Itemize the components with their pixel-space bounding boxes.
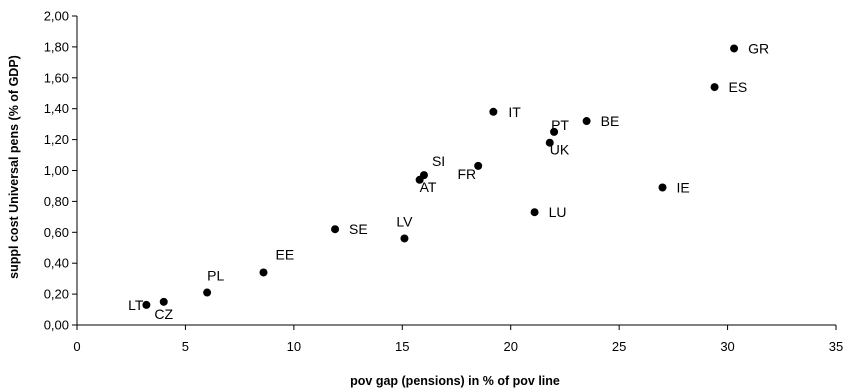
data-point-lt bbox=[142, 300, 151, 309]
point-label-pt: PT bbox=[551, 117, 569, 133]
x-tick-label: 30 bbox=[720, 339, 734, 354]
data-point-uk bbox=[545, 138, 554, 147]
data-point-lv bbox=[400, 234, 409, 243]
point-label-lu: LU bbox=[549, 204, 567, 220]
point-label-at: AT bbox=[420, 179, 437, 195]
points-layer: GR ES IT BE PT UK FR SI AT IE LU SE LV EE PL CZ LT bbox=[128, 40, 769, 321]
x-tick-label: 35 bbox=[829, 339, 843, 354]
x-tick-label: 25 bbox=[612, 339, 626, 354]
x-tick-label: 20 bbox=[503, 339, 517, 354]
data-point-gr bbox=[730, 44, 739, 53]
y-tick-label: 1,00 bbox=[44, 163, 69, 178]
data-point-se bbox=[331, 225, 340, 234]
data-point-cz bbox=[159, 297, 168, 306]
point-label-uk: UK bbox=[550, 142, 570, 158]
data-point-ee bbox=[259, 268, 268, 277]
point-label-be: BE bbox=[601, 113, 620, 129]
point-label-lt: LT bbox=[128, 297, 144, 313]
y-tick-label: 1,80 bbox=[44, 39, 69, 54]
y-tick-label: 2,00 bbox=[44, 9, 69, 24]
point-label-pl: PL bbox=[207, 268, 224, 284]
x-tick-label: 0 bbox=[73, 339, 80, 354]
data-point-ie bbox=[658, 183, 667, 192]
data-point-it bbox=[489, 107, 498, 116]
data-point-pl bbox=[203, 288, 212, 297]
point-label-it: IT bbox=[508, 104, 521, 120]
x-tick-label: 5 bbox=[182, 339, 189, 354]
y-tick-label: 0,40 bbox=[44, 256, 69, 271]
point-label-gr: GR bbox=[748, 40, 769, 56]
y-tick-label: 1,60 bbox=[44, 70, 69, 85]
data-point-at bbox=[415, 175, 424, 184]
y-tick-label: 0,80 bbox=[44, 194, 69, 209]
y-tick-label: 0,20 bbox=[44, 287, 69, 302]
point-label-fr: FR bbox=[458, 166, 477, 182]
y-axis-title: suppl cost Universal pens (% of GDP) bbox=[7, 55, 21, 279]
data-point-pt bbox=[550, 127, 559, 136]
y-tick-label: 0,60 bbox=[44, 225, 69, 240]
data-point-lu bbox=[530, 208, 539, 217]
point-label-se: SE bbox=[349, 221, 368, 237]
data-point-be bbox=[582, 117, 591, 126]
point-label-ie: IE bbox=[677, 179, 690, 195]
axes: 0,00 0,20 0,40 0,60 0,80 1,00 1,20 1,40 1,60 1,80… bbox=[44, 9, 844, 355]
point-label-ee: EE bbox=[275, 246, 294, 262]
y-tick-label: 1,20 bbox=[44, 132, 69, 147]
x-tick-label: 10 bbox=[287, 339, 301, 354]
data-point-es bbox=[710, 83, 719, 92]
x-tick-label: 15 bbox=[395, 339, 409, 354]
point-label-si: SI bbox=[432, 153, 445, 169]
y-tick-label: 0,00 bbox=[44, 318, 69, 333]
point-label-cz: CZ bbox=[154, 306, 173, 322]
point-label-lv: LV bbox=[396, 213, 413, 229]
y-tick-label: 1,40 bbox=[44, 101, 69, 116]
x-axis-title: pov gap (pensions) in % of pov line bbox=[350, 374, 560, 388]
data-point-fr bbox=[474, 161, 483, 170]
point-label-es: ES bbox=[729, 79, 748, 95]
